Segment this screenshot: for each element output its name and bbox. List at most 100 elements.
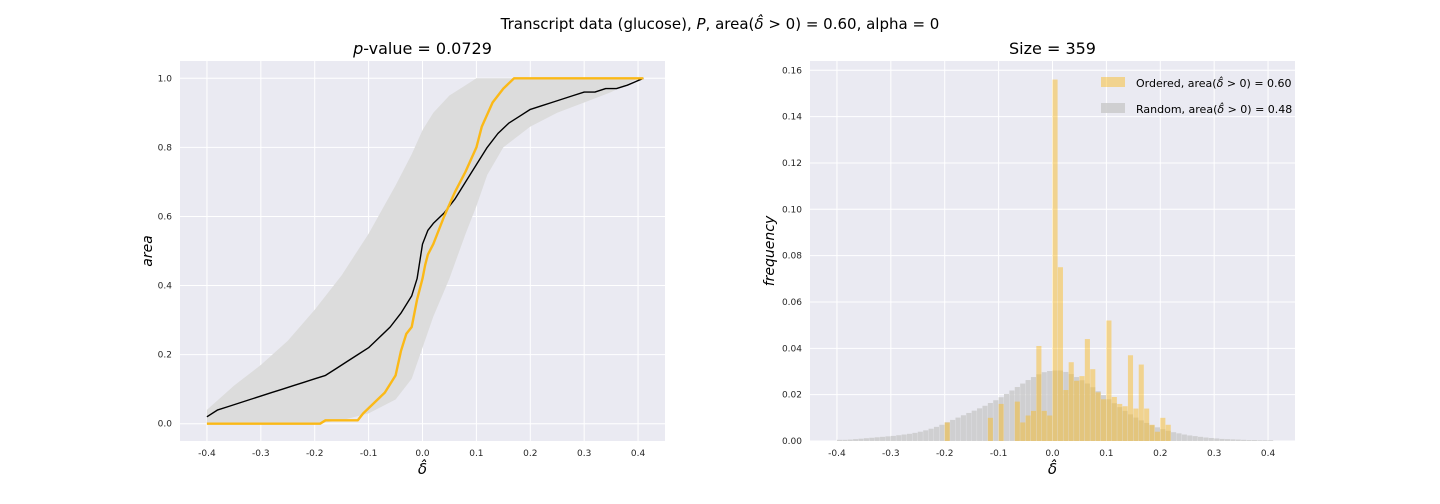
ordered-histogram-bar bbox=[1095, 392, 1101, 441]
random-histogram-bar bbox=[1036, 374, 1042, 441]
random-histogram-bar bbox=[1133, 417, 1139, 441]
ordered-histogram-bar bbox=[1074, 380, 1080, 441]
ordered-histogram-bar bbox=[1068, 362, 1074, 441]
random-histogram-bar bbox=[928, 428, 934, 441]
histogram-panel: -0.4 -0.3 -0.2 -0.1 0.0 0.1 0.2 0.3 0.4 0.00 0.02 0… bbox=[762, 39, 1295, 478]
random-histogram-bar bbox=[1101, 395, 1107, 441]
ordered-histogram-bar bbox=[1117, 403, 1123, 441]
figure-suptitle: Transcript data (glucose), P, area(δ̂ > … bbox=[500, 13, 940, 33]
random-histogram-bar bbox=[998, 397, 1004, 441]
ordered-histogram-bar bbox=[1036, 346, 1042, 441]
random-histogram-bar bbox=[923, 430, 929, 441]
random-histogram-bar bbox=[842, 439, 848, 441]
random-histogram-bar bbox=[874, 437, 880, 441]
random-histogram-bar bbox=[1149, 425, 1155, 441]
random-histogram-bar bbox=[960, 415, 966, 441]
y-tick-label: 0.08 bbox=[782, 252, 802, 262]
histogram-y-axis-label: frequency bbox=[762, 215, 778, 286]
random-histogram-bar bbox=[993, 400, 999, 441]
random-histogram-bar bbox=[1241, 439, 1247, 441]
random-histogram-bar bbox=[977, 408, 983, 441]
area-y-axis-label: area bbox=[140, 235, 156, 267]
random-histogram-bar bbox=[880, 436, 886, 441]
x-tick-label: -0.1 bbox=[360, 449, 378, 459]
area-lines bbox=[206, 77, 644, 425]
ordered-histogram-bar bbox=[1025, 415, 1031, 441]
ordered-histogram-bar bbox=[1014, 401, 1020, 441]
ordered-histogram-bar bbox=[1160, 417, 1166, 441]
x-tick-label: 0.1 bbox=[469, 449, 483, 459]
y-tick-label: 0.6 bbox=[158, 212, 173, 222]
random-histogram-bar bbox=[896, 435, 902, 441]
ordered-histogram-bar bbox=[1047, 415, 1053, 441]
random-histogram-bar bbox=[1214, 438, 1220, 441]
y-tick-label: 0.00 bbox=[782, 437, 802, 447]
y-tick-label: 0.2 bbox=[158, 351, 172, 361]
random-histogram-bar bbox=[890, 435, 896, 441]
random-histogram-bar bbox=[966, 412, 972, 441]
ordered-histogram-bar bbox=[1149, 424, 1155, 441]
random-histogram-bar bbox=[1030, 377, 1037, 441]
x-tick-label: -0.3 bbox=[882, 449, 900, 459]
random-histogram-bar bbox=[1165, 430, 1171, 441]
x-tick-label: 0.2 bbox=[1153, 449, 1167, 459]
x-tick-label: 0.3 bbox=[1207, 449, 1221, 459]
ordered-histogram-bar bbox=[1030, 410, 1037, 441]
x-tick-label: 0.2 bbox=[523, 449, 537, 459]
random-histogram-bar bbox=[1246, 440, 1252, 441]
y-tick-label: 0.0 bbox=[158, 420, 173, 430]
random-histogram-bar bbox=[933, 426, 940, 441]
random-histogram-bar bbox=[1181, 434, 1187, 441]
random-histogram-bar bbox=[1160, 429, 1166, 441]
random-histogram-bar bbox=[1111, 403, 1117, 441]
random-histogram-bar bbox=[1176, 433, 1182, 441]
y-tick-label: 0.4 bbox=[158, 282, 173, 292]
random-histogram-bar bbox=[1079, 380, 1085, 441]
random-histogram-bar bbox=[1095, 391, 1101, 441]
random-histogram-bar bbox=[1138, 420, 1144, 441]
random-histogram-bar bbox=[1257, 440, 1263, 441]
ordered-area-line bbox=[206, 77, 644, 425]
ordered-histogram-bar bbox=[1165, 424, 1171, 441]
random-histogram-bar bbox=[1230, 439, 1236, 441]
ordered-histogram-bar bbox=[1144, 408, 1150, 441]
random-histogram-bar bbox=[1117, 407, 1123, 441]
ordered-histogram-bar bbox=[1101, 399, 1107, 441]
x-tick-label: 0.0 bbox=[1045, 449, 1060, 459]
random-histogram-bar bbox=[863, 438, 869, 441]
random-histogram-bar bbox=[1224, 439, 1231, 441]
area-panel: -0.4 -0.3 -0.2 -0.1 0.0 0.1 0.2 0.3 0.4 0.0 0.2 0.4… bbox=[140, 39, 665, 478]
random-histogram-bar bbox=[939, 424, 945, 441]
random-histogram-bar bbox=[912, 432, 918, 441]
y-tick-label: 0.06 bbox=[782, 298, 802, 308]
random-histogram-bar bbox=[1198, 436, 1204, 441]
ordered-histogram-bar bbox=[1057, 267, 1063, 441]
random-histogram-bar bbox=[1063, 371, 1069, 441]
random-histogram-bar bbox=[1268, 440, 1274, 441]
area-tick-labels: -0.4 -0.3 -0.2 -0.1 0.0 0.1 0.2 0.3 0.4 0.0 0.2 0.4… bbox=[158, 74, 646, 459]
random-mean-area-line bbox=[206, 77, 644, 418]
ordered-histogram-bar bbox=[1052, 79, 1058, 441]
legend-swatch-random bbox=[1101, 103, 1125, 113]
y-tick-label: 0.16 bbox=[782, 66, 802, 76]
random-histogram-bar bbox=[1122, 410, 1128, 441]
x-tick-label: -0.4 bbox=[198, 449, 216, 459]
random-histogram-bar bbox=[847, 439, 853, 441]
random-histogram-bar bbox=[1004, 393, 1010, 441]
ordered-histogram-bar bbox=[1133, 408, 1139, 441]
histogram-tick-labels: -0.4 -0.3 -0.2 -0.1 0.0 0.1 0.2 0.3 0.4 0.00 0.02 0… bbox=[782, 66, 1276, 459]
ordered-histogram-bar bbox=[1079, 376, 1085, 441]
x-tick-label: 0.4 bbox=[1261, 449, 1276, 459]
random-histogram-bar bbox=[1208, 437, 1214, 441]
random-histogram-bar bbox=[853, 439, 859, 441]
x-tick-label: -0.2 bbox=[936, 449, 954, 459]
y-tick-label: 0.14 bbox=[782, 113, 802, 123]
random-histogram-bar bbox=[1203, 437, 1209, 441]
ordered-histogram-bar bbox=[1063, 390, 1069, 441]
random-histogram-bar bbox=[1057, 370, 1063, 441]
random-histogram-bar bbox=[950, 419, 956, 441]
area-panel-title: p-value = 0.0729 bbox=[352, 39, 492, 58]
legend-swatch-ordered bbox=[1101, 77, 1125, 87]
random-histogram-bar bbox=[1047, 371, 1053, 441]
